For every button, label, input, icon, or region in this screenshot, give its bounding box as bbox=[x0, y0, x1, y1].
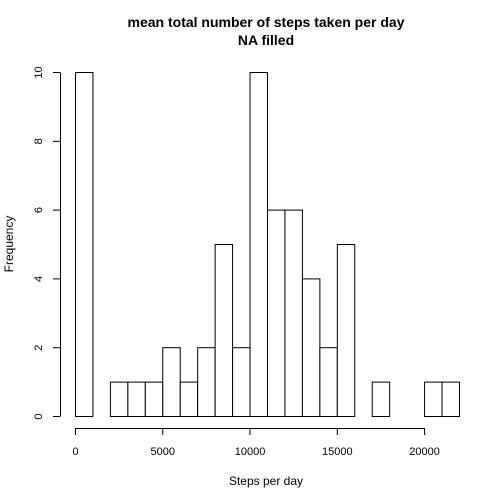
histogram-bar bbox=[371, 381, 391, 418]
x-tick-label: 5000 bbox=[151, 446, 175, 458]
histogram-bar bbox=[336, 244, 356, 417]
histogram-bar bbox=[424, 381, 443, 418]
histogram-bar bbox=[162, 347, 181, 418]
histogram-bar bbox=[267, 209, 286, 417]
y-tick-label: 8 bbox=[33, 138, 45, 144]
histogram-bar bbox=[214, 244, 234, 417]
histogram-bar bbox=[75, 72, 94, 417]
x-axis-label: Steps per day bbox=[229, 474, 303, 488]
x-tick-label: 10000 bbox=[235, 446, 266, 458]
histogram-bar bbox=[144, 381, 164, 418]
histogram-bar bbox=[197, 347, 216, 418]
y-tick-label: 0 bbox=[33, 413, 45, 419]
y-tick-label: 4 bbox=[33, 276, 45, 282]
histogram-bar bbox=[301, 278, 321, 417]
histogram-bar bbox=[441, 381, 460, 418]
histogram-bars bbox=[75, 72, 460, 418]
y-tick-label: 6 bbox=[33, 207, 45, 213]
x-tick-label: 15000 bbox=[322, 446, 353, 458]
x-tick-label: 20000 bbox=[409, 446, 440, 458]
histogram-bar bbox=[232, 347, 251, 418]
histogram-bar bbox=[284, 209, 303, 417]
histogram-bar bbox=[127, 381, 146, 418]
y-tick-label: 2 bbox=[33, 345, 45, 351]
histogram-bar bbox=[109, 381, 129, 418]
y-tick-label: 10 bbox=[33, 66, 45, 78]
y-axis-label: Frequency bbox=[2, 216, 16, 273]
chart-subtitle: NA filled bbox=[238, 32, 294, 48]
x-axis: 0 5000 10000 15000 20000 bbox=[72, 428, 440, 458]
histogram-bar bbox=[249, 72, 269, 417]
histogram-bar bbox=[179, 381, 199, 418]
y-axis: 0 2 4 6 8 10 bbox=[33, 66, 61, 420]
chart-title: mean total number of steps taken per day bbox=[128, 14, 405, 30]
x-tick-label: 0 bbox=[72, 446, 78, 458]
histogram-bar bbox=[319, 347, 338, 418]
